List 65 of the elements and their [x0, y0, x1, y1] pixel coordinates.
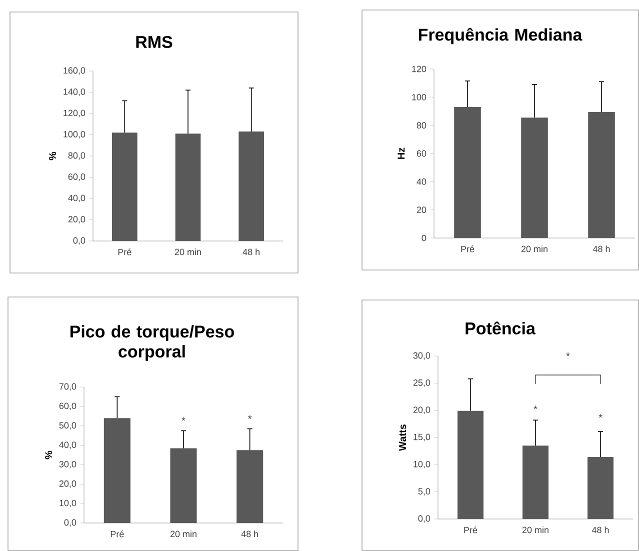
bar [454, 107, 481, 238]
bar [522, 446, 549, 519]
annotation: * [566, 352, 570, 356]
bar [458, 410, 484, 519]
x-tick-label: 20 min [174, 248, 201, 256]
y-axis-title: % [45, 450, 52, 460]
x-tick-label: Pré [110, 530, 124, 538]
y-tick-label: 30,0 [59, 460, 76, 468]
bar [521, 118, 548, 238]
y-tick-label: 60,0 [59, 402, 76, 410]
y-tick-label: 70,0 [59, 383, 76, 391]
chart-title: Pico de torque/Peso corporal [70, 325, 234, 361]
y-tick-label: 50,0 [59, 422, 76, 430]
bar [236, 450, 264, 523]
y-tick-label: 160,0 [64, 67, 86, 75]
bar [588, 457, 614, 519]
y-tick-label: 0,0 [73, 237, 86, 245]
chart-title: RMS [136, 36, 172, 48]
y-tick-label: 60 [416, 150, 426, 157]
x-tick-label: 48 h [242, 248, 260, 256]
x-tick-label: 48 h [241, 530, 258, 538]
y-tick-label: 40,0 [59, 442, 76, 449]
y-tick-label: 10,0 [60, 500, 76, 508]
y-tick-label: 10,0 [414, 460, 430, 468]
y-axis-title: % [49, 152, 56, 160]
y-tick-label: 120,0 [64, 110, 86, 118]
y-tick-label: 60,0 [68, 174, 86, 181]
y-tick-label: 80,0 [68, 152, 86, 160]
bar [104, 418, 130, 523]
y-tick-label: 15,0 [414, 434, 430, 442]
x-tick-label: 48 h [592, 246, 610, 252]
y-tick-label: 40 [416, 178, 426, 185]
x-tick-label: 48 h [592, 526, 609, 534]
x-tick-label: Pré [461, 246, 474, 252]
y-tick-label: 30,0 [413, 352, 430, 360]
y-tick-label: 40,0 [68, 194, 86, 202]
y-tick-label: 20,0 [413, 406, 430, 414]
y-tick-label: 0,0 [418, 515, 430, 523]
x-tick-label: Pré [464, 526, 478, 534]
annotation: * [182, 417, 186, 421]
y-tick-label: 100,0 [64, 131, 86, 138]
chart-title: Potência [466, 322, 536, 334]
x-tick-label: 20 min [522, 526, 548, 534]
bar [588, 112, 615, 238]
y-axis-title: Hz [398, 148, 405, 159]
x-tick-label: 20 min [170, 530, 196, 538]
y-tick-label: 20 [416, 206, 426, 214]
y-tick-label: 0,0 [64, 519, 76, 527]
y-tick-label: 20,0 [59, 480, 76, 488]
bar [170, 448, 197, 523]
y-tick-label: 25,0 [413, 379, 430, 387]
x-tick-label: Pré [118, 248, 132, 256]
y-tick-label: 100 [412, 94, 426, 100]
x-tick-label: 20 min [521, 246, 548, 252]
y-tick-label: 5,0 [418, 488, 430, 496]
y-tick-label: 120 [412, 66, 426, 72]
annotation: * [534, 406, 538, 410]
annotation: * [248, 415, 252, 419]
y-tick-label: 20,0 [68, 216, 86, 224]
y-tick-label: 140,0 [64, 88, 86, 96]
y-axis-title: Watts [399, 424, 406, 451]
y-tick-label: 80 [416, 122, 426, 129]
chart-title: Frequência Mediana [418, 28, 582, 44]
y-tick-label: 0 [422, 234, 426, 242]
annotation: * [598, 414, 602, 418]
